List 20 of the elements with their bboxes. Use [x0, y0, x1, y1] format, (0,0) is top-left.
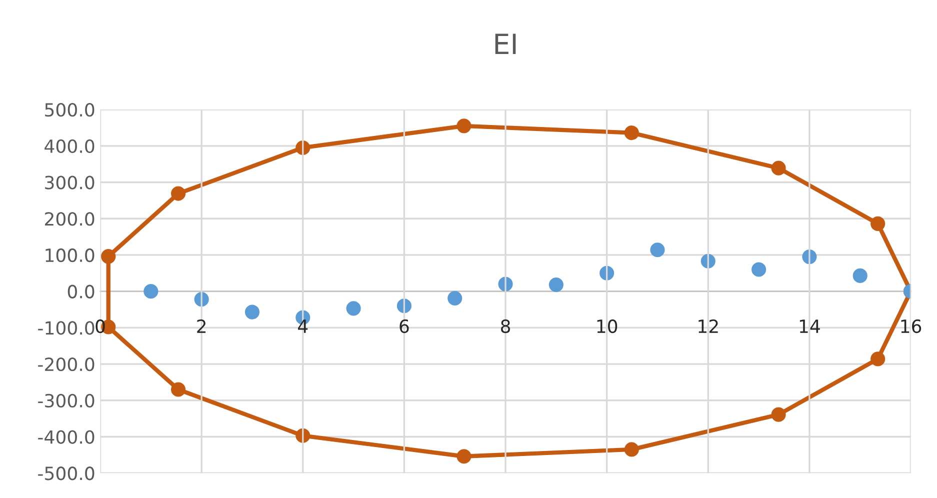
x-tick-label: 8 [500, 319, 510, 334]
y-tick-label: 0.0 [68, 284, 94, 298]
x-tick-label: 10 [597, 319, 618, 334]
y-tick-label: 300.0 [45, 176, 94, 190]
y-tick-label: -500.0 [38, 466, 94, 480]
x-tick-label: 2 [197, 319, 206, 333]
y-tick-label: -400.0 [38, 430, 94, 444]
y-tick-label: 200.0 [45, 212, 94, 226]
x-tick-label: 14 [800, 320, 820, 333]
x-tick-label: 12 [698, 319, 718, 333]
y-tick-label: -300.0 [38, 394, 94, 408]
y-tick-label: 500.0 [45, 103, 94, 117]
x-tick-label: 4 [298, 320, 308, 333]
y-tick-label: 400.0 [44, 139, 94, 154]
x-tick-label: 16 [901, 319, 922, 334]
y-tick-label: -200.0 [38, 357, 94, 372]
chart-title: EI [495, 34, 516, 54]
y-tick-label: 100.0 [46, 248, 94, 262]
x-tick-label: 6 [400, 319, 409, 334]
y-tick-label: -100.0 [38, 321, 94, 335]
